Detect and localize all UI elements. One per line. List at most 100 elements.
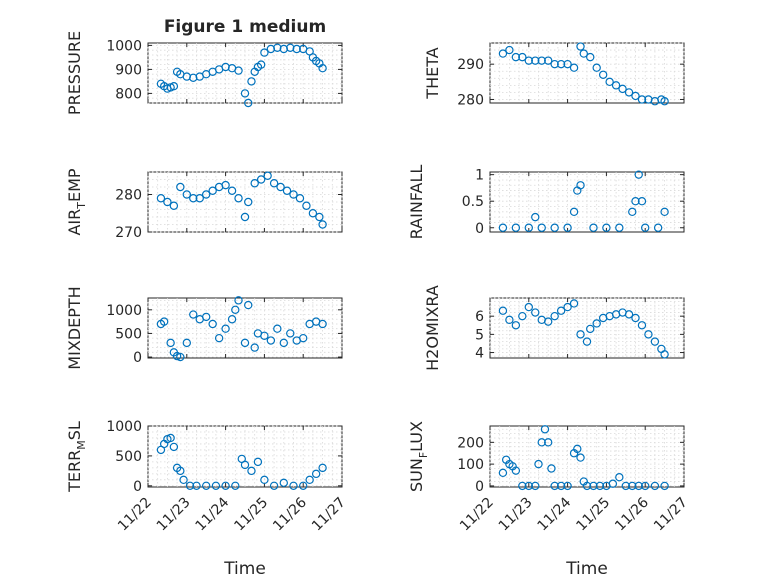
- data-point: [269, 179, 279, 188]
- y-axis-label: AIRTEMP: [65, 168, 88, 235]
- data-point: [176, 182, 185, 192]
- data-point: [660, 207, 669, 217]
- data-point: [169, 81, 179, 91]
- y-axis-label: MIXDEPTH: [65, 286, 84, 369]
- data-point: [260, 475, 269, 485]
- data-point: [550, 481, 559, 491]
- data-point: [621, 481, 631, 491]
- data-point: [256, 60, 266, 69]
- data-point: [318, 319, 327, 329]
- data-point: [201, 481, 211, 491]
- data-point: [208, 186, 217, 195]
- x-tick-label: 11/26: [270, 494, 310, 534]
- data-point: [244, 197, 253, 207]
- data-point: [624, 310, 634, 319]
- y-axis-label: SUNFLUX: [407, 421, 430, 492]
- data-point: [631, 313, 640, 323]
- data-point: [511, 466, 521, 475]
- y-axis-label: PRESSURE: [65, 31, 84, 115]
- data-point: [250, 179, 259, 188]
- data-point: [544, 317, 553, 326]
- y-tick-label: 500: [115, 326, 142, 342]
- data-point: [531, 56, 540, 65]
- data-point: [544, 438, 553, 447]
- data-point: [308, 209, 318, 218]
- data-point: [518, 311, 527, 321]
- data-point: [563, 223, 572, 232]
- y-axis-label: THETA: [423, 47, 442, 99]
- data-point: [537, 438, 546, 447]
- data-point: [518, 52, 527, 62]
- data-point: [273, 324, 282, 333]
- data-point: [176, 466, 185, 476]
- data-point: [576, 42, 585, 51]
- data-point: [576, 330, 585, 339]
- data-point: [618, 84, 627, 94]
- data-point: [563, 59, 572, 69]
- data-point: [201, 312, 211, 322]
- data-point: [624, 88, 634, 97]
- data-point: [240, 89, 250, 98]
- data-point: [231, 481, 240, 491]
- x-axis-label: Time: [223, 559, 266, 579]
- data-point: [299, 333, 308, 343]
- subplot-h2omixra: 4 5 6 H2OMIXRA: [423, 285, 685, 371]
- y-tick-label: 100: [457, 457, 484, 473]
- data-point: [234, 296, 243, 305]
- data-point: [292, 44, 301, 54]
- data-point: [505, 45, 514, 55]
- data-point: [318, 63, 327, 73]
- x-tick-label: 11/24: [193, 494, 233, 534]
- data-point: [276, 182, 285, 192]
- data-point: [247, 466, 256, 476]
- data-point: [211, 481, 221, 491]
- data-point: [266, 336, 276, 345]
- data-point: [569, 299, 579, 308]
- data-point: [214, 333, 224, 343]
- data-point: [511, 223, 521, 232]
- data-point: [631, 197, 640, 206]
- data-point: [247, 77, 256, 86]
- data-point: [586, 324, 595, 334]
- x-tick-label: 11/25: [231, 495, 271, 535]
- data-point: [244, 300, 253, 310]
- data-point: [641, 481, 650, 491]
- data-point: [550, 311, 559, 321]
- data-point: [227, 186, 237, 195]
- data-point: [531, 308, 540, 317]
- data-point: [605, 77, 614, 87]
- data-point: [201, 190, 211, 199]
- x-tick-label: 11/26: [612, 494, 652, 534]
- y-tick-label: 290: [457, 57, 484, 73]
- data-point: [586, 52, 595, 62]
- y-tick-label: 1: [475, 168, 484, 184]
- data-point: [631, 91, 640, 101]
- data-point: [524, 223, 534, 232]
- data-point: [537, 223, 546, 232]
- data-point: [615, 223, 624, 232]
- data-point: [579, 49, 588, 58]
- data-point: [166, 338, 175, 348]
- data-point: [221, 180, 230, 190]
- y-tick-label: 4: [475, 346, 484, 362]
- data-point: [650, 481, 660, 491]
- data-point: [637, 197, 647, 206]
- data-point: [305, 475, 314, 485]
- subplot-mixdepth: 0 500 1000 MIXDEPTH: [65, 286, 343, 370]
- data-point: [660, 481, 669, 491]
- y-tick-label: 0: [475, 221, 484, 237]
- data-point: [634, 481, 643, 491]
- data-point: [550, 59, 559, 69]
- data-point: [269, 481, 279, 491]
- data-point: [589, 223, 598, 232]
- data-point: [311, 469, 321, 479]
- y-tick-label: 0.5: [462, 194, 484, 210]
- data-point: [182, 338, 191, 348]
- data-point: [582, 337, 592, 346]
- data-point: [531, 212, 540, 222]
- y-tick-label: 270: [115, 225, 142, 241]
- data-point: [540, 425, 550, 434]
- y-axis-label: RAINFALL: [407, 165, 426, 240]
